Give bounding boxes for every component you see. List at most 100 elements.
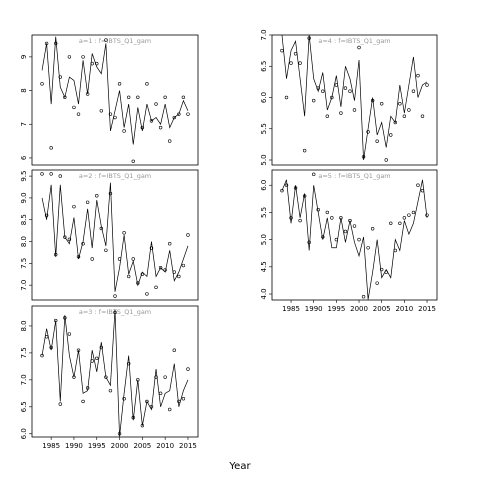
observed-point — [375, 139, 379, 143]
observed-point — [58, 174, 62, 178]
observed-point — [54, 41, 58, 46]
y-tick-label: 7.5 — [20, 347, 28, 358]
observed-point — [402, 114, 407, 118]
observed-point — [81, 399, 85, 404]
observed-point — [370, 227, 375, 231]
fitted-line — [41, 36, 189, 145]
observed-point — [122, 397, 126, 401]
observed-point — [168, 407, 172, 412]
x-tick-label: 2005 — [373, 305, 391, 313]
x-tick-label: 2005 — [133, 442, 151, 450]
panel-title: a=2 : f=IBTS_Q1_gam — [79, 172, 151, 180]
x-tick-label: 2000 — [350, 305, 368, 313]
y-tick-label: 6.5 — [20, 401, 28, 412]
observed-point — [154, 102, 158, 106]
observed-point — [149, 119, 154, 123]
observed-point — [357, 237, 361, 242]
panel-title: a=5 : f=IBTS_Q1_gam — [318, 172, 390, 180]
observed-point — [402, 216, 407, 220]
observed-point — [67, 332, 72, 336]
observed-point — [411, 89, 416, 93]
observed-point — [420, 114, 425, 118]
observed-point — [126, 274, 131, 279]
observed-point — [293, 52, 298, 56]
observed-point — [177, 274, 181, 279]
observed-point — [375, 281, 379, 285]
x-axis-label: Year — [228, 461, 251, 472]
x-tick-label: 1985 — [42, 442, 60, 450]
observed-point — [72, 204, 76, 209]
observed-point — [352, 224, 357, 228]
y-tick-label: 7.0 — [260, 29, 268, 40]
observed-point — [126, 95, 131, 100]
observed-point — [389, 133, 393, 137]
panel-frame — [31, 305, 199, 438]
x-tick-label: 1995 — [88, 442, 106, 450]
y-tick-label: 4.0 — [260, 288, 268, 299]
observed-point — [186, 367, 190, 371]
x-tick-label: 1995 — [327, 305, 345, 313]
observed-point — [95, 194, 99, 198]
y-tick-label: 9 — [20, 55, 28, 59]
panel-frame — [271, 169, 438, 301]
observed-point — [117, 82, 122, 86]
observed-point — [186, 112, 190, 116]
observed-point — [108, 191, 113, 196]
observed-point — [289, 61, 293, 65]
x-tick-label: 2015 — [179, 442, 197, 450]
y-tick-label: 5.0 — [260, 154, 268, 165]
observed-point — [104, 248, 108, 252]
fitted-line — [41, 309, 189, 437]
observed-point — [72, 105, 76, 110]
observed-point — [398, 102, 402, 106]
y-tick-label: 6.0 — [260, 180, 268, 191]
observed-point — [158, 391, 163, 396]
y-tick-label: 9.0 — [20, 192, 28, 203]
observed-point — [40, 172, 44, 176]
observed-point — [366, 246, 370, 250]
observed-point — [158, 125, 163, 130]
observed-point — [298, 218, 302, 223]
panel-title: a=4 : f=IBTS_Q1_gam — [318, 37, 390, 45]
observed-point — [289, 216, 293, 220]
observed-point — [379, 267, 384, 272]
observed-point — [154, 375, 158, 379]
observed-point — [58, 75, 62, 79]
observed-point — [40, 82, 44, 86]
y-tick-label: 7.0 — [20, 374, 28, 385]
observed-point — [131, 159, 135, 163]
y-tick-label: 8.0 — [20, 236, 28, 247]
panel-title: a=1 : f=IBTS_Q1_gam — [79, 37, 151, 45]
y-tick-label: 5.0 — [260, 234, 268, 245]
observed-point — [49, 146, 53, 150]
y-tick-label: 7.0 — [20, 280, 28, 291]
observed-point — [131, 257, 135, 261]
observed-point — [126, 361, 131, 366]
y-tick-label: 6.5 — [260, 61, 268, 72]
observed-point — [99, 345, 104, 350]
y-tick-label: 6.0 — [20, 428, 28, 439]
y-tick-label: 6.0 — [260, 92, 268, 103]
panel-frame — [271, 34, 438, 166]
x-tick-label: 1990 — [65, 442, 83, 450]
observed-point — [407, 108, 411, 112]
panel-frame — [31, 34, 199, 166]
observed-point — [44, 213, 49, 218]
observed-point — [177, 112, 181, 116]
observed-point — [379, 102, 384, 106]
observed-point — [67, 55, 72, 59]
observed-point — [136, 95, 140, 100]
observed-point — [145, 82, 149, 86]
observed-point — [172, 348, 176, 352]
observed-point — [49, 172, 53, 176]
observed-point — [108, 388, 113, 393]
panel-frame — [31, 169, 199, 301]
observed-point — [361, 295, 366, 299]
observed-point — [302, 148, 307, 153]
observed-point — [108, 112, 113, 116]
observed-point — [81, 55, 85, 59]
observed-point — [389, 221, 393, 226]
observed-point — [90, 257, 94, 261]
observed-point — [312, 98, 316, 103]
